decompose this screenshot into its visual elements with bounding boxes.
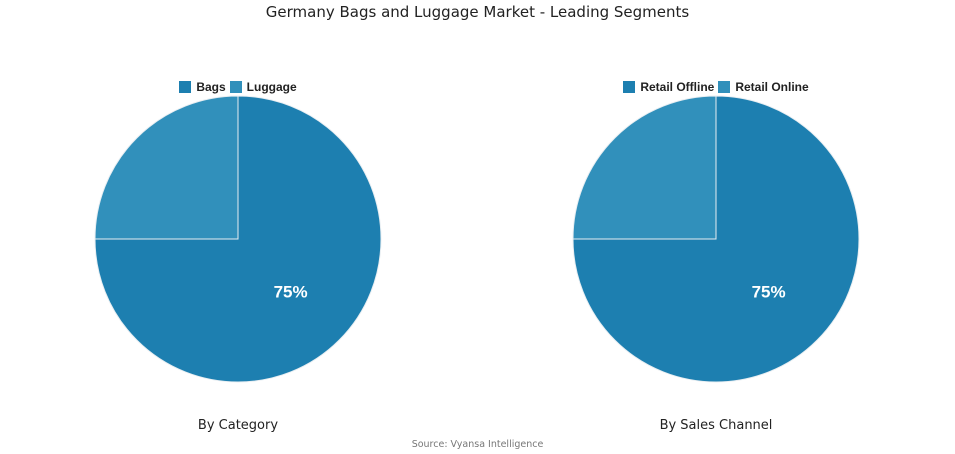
pie-slice-retail-online[interactable]: [572, 95, 717, 240]
legend-item[interactable]: Bags: [179, 80, 226, 94]
chart-title: Germany Bags and Luggage Market - Leadin…: [265, 3, 690, 21]
pie-caption: By Sales Channel: [659, 418, 773, 433]
legend-item[interactable]: Retail Offline: [623, 80, 714, 94]
legend-item[interactable]: Luggage: [229, 80, 297, 94]
legend-swatch: [229, 81, 242, 93]
pie-caption: By Category: [197, 418, 279, 433]
legend-item[interactable]: Retail Online: [718, 80, 809, 94]
data-label: 75%: [752, 283, 786, 302]
legend-swatch: [718, 81, 731, 93]
data-label: 75%: [274, 283, 308, 302]
pie-slice-luggage[interactable]: [94, 95, 239, 240]
legend-swatch: [623, 81, 636, 93]
pie-panel-sales-channel: Retail Offline Retail Online 75% By Sale…: [551, 74, 881, 444]
pie-slice-retail-offline[interactable]: [572, 95, 860, 383]
legend-label: Bags: [196, 80, 226, 94]
pie-slice-bags[interactable]: [94, 95, 382, 383]
legend-label: Retail Online: [735, 80, 809, 94]
legend-label: Retail Offline: [640, 80, 715, 94]
pie-chart-category: 75%: [94, 95, 382, 383]
pie-panel-category: Bags Luggage 75% By Category: [73, 74, 403, 444]
legend: Retail Offline Retail Online: [551, 80, 881, 94]
source-note: Source: Vyansa Intelligence: [411, 439, 544, 450]
legend: Bags Luggage: [73, 80, 403, 94]
pie-chart-sales-channel: 75%: [572, 95, 860, 383]
legend-label: Luggage: [246, 80, 297, 94]
legend-swatch: [179, 81, 192, 93]
